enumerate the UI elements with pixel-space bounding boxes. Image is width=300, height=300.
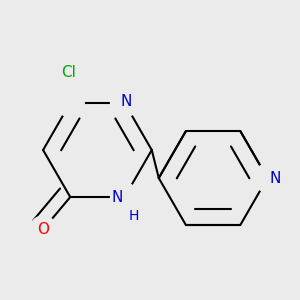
Circle shape — [56, 89, 84, 117]
Text: O: O — [37, 222, 49, 237]
Circle shape — [30, 216, 56, 243]
Text: N: N — [121, 94, 132, 109]
Circle shape — [111, 183, 139, 211]
Text: H: H — [128, 209, 139, 223]
Text: Cl: Cl — [61, 65, 76, 80]
Text: N: N — [112, 190, 123, 205]
Text: N: N — [269, 170, 281, 185]
Circle shape — [254, 164, 281, 192]
Circle shape — [111, 89, 139, 117]
